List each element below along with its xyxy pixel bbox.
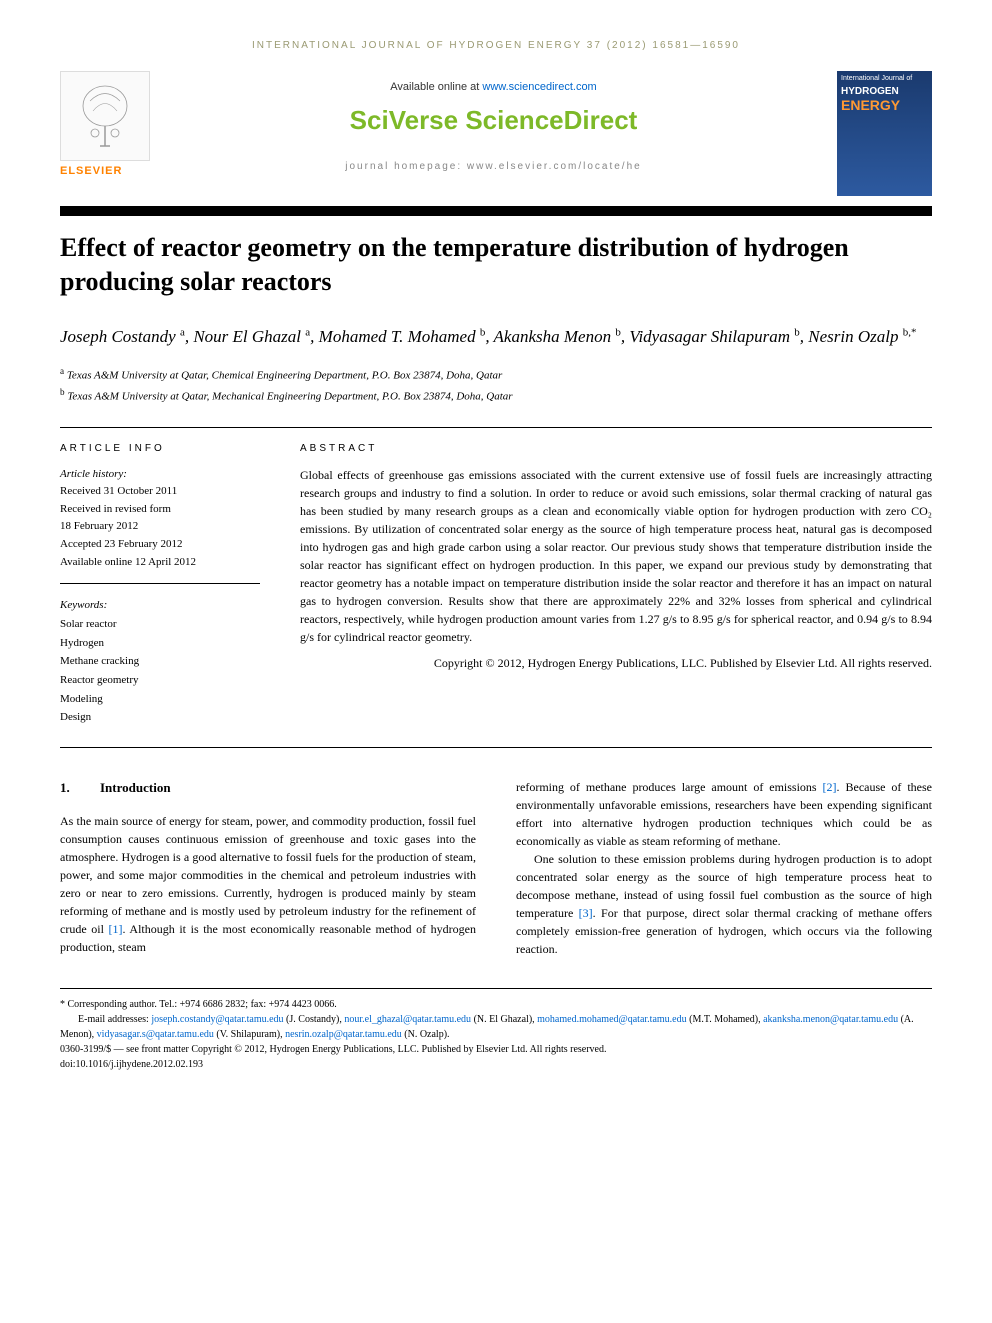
article-info-label: ARTICLE INFO (60, 443, 260, 454)
received-date: Received 31 October 2011 (60, 483, 260, 501)
email-link[interactable]: mohamed.mohamed@qatar.tamu.edu (537, 1014, 686, 1025)
revised-date: 18 February 2012 (60, 518, 260, 536)
available-label: Available online at (390, 81, 482, 93)
journal-cover-thumbnail: International Journal of HYDROGEN ENERGY (837, 71, 932, 196)
accepted-date: Accepted 23 February 2012 (60, 536, 260, 554)
publisher-name: ELSEVIER (60, 165, 150, 177)
corresponding-author: * Corresponding author. Tel.: +974 6686 … (60, 997, 932, 1012)
copyright-text: Copyright © 2012, Hydrogen Energy Public… (300, 654, 932, 672)
reference-link-2[interactable]: [2] (823, 780, 837, 794)
sciencedirect-link[interactable]: www.sciencedirect.com (482, 81, 596, 93)
publisher-logo-block: ELSEVIER (60, 71, 150, 177)
email-addresses: E-mail addresses: joseph.costandy@qatar.… (60, 1012, 932, 1042)
footer-notes: * Corresponding author. Tel.: +974 6686 … (60, 988, 932, 1072)
keyword: Methane cracking (60, 652, 260, 671)
journal-homepage: journal homepage: www.elsevier.com/locat… (170, 161, 817, 172)
history-heading: Article history: (60, 466, 260, 484)
keyword: Hydrogen (60, 634, 260, 653)
affiliation-b: b Texas A&M University at Qatar, Mechani… (60, 385, 932, 406)
email-link[interactable]: akanksha.menon@qatar.tamu.edu (763, 1014, 898, 1025)
divider (60, 747, 932, 748)
platform-name: SciVerse ScienceDirect (170, 105, 817, 136)
keyword: Modeling (60, 690, 260, 709)
center-header: Available online at www.sciencedirect.co… (170, 71, 817, 172)
journal-reference: INTERNATIONAL JOURNAL OF HYDROGEN ENERGY… (60, 40, 932, 51)
header-section: ELSEVIER Available online at www.science… (60, 71, 932, 196)
available-online-text: Available online at www.sciencedirect.co… (170, 81, 817, 93)
cover-title-2: ENERGY (841, 97, 928, 113)
authors-list: Joseph Costandy a, Nour El Ghazal a, Moh… (60, 324, 932, 350)
article-info-sidebar: ARTICLE INFO Article history: Received 3… (60, 443, 260, 727)
body-text: 1.Introduction As the main source of ene… (60, 778, 932, 958)
title-divider-bar (60, 206, 932, 216)
cover-subtitle: International Journal of (841, 75, 928, 82)
online-date: Available online 12 April 2012 (60, 554, 260, 572)
paragraph: reforming of methane produces large amou… (516, 778, 932, 850)
cover-title-1: HYDROGEN (841, 86, 928, 97)
section-number: 1. (60, 778, 100, 798)
article-history: Article history: Received 31 October 201… (60, 466, 260, 585)
keyword: Solar reactor (60, 615, 260, 634)
abstract-text: Global effects of greenhouse gas emissio… (300, 466, 932, 646)
paragraph: One solution to these emission problems … (516, 850, 932, 958)
keyword: Design (60, 708, 260, 727)
email-link[interactable]: nour.el_ghazal@qatar.tamu.edu (344, 1014, 471, 1025)
doi: doi:10.1016/j.ijhydene.2012.02.193 (60, 1057, 932, 1072)
article-title: Effect of reactor geometry on the temper… (60, 231, 932, 299)
keywords-heading: Keywords: (60, 596, 260, 615)
affiliations: a Texas A&M University at Qatar, Chemica… (60, 364, 932, 407)
section-title: Introduction (100, 780, 171, 795)
affiliation-a: a Texas A&M University at Qatar, Chemica… (60, 364, 932, 385)
paragraph: As the main source of energy for steam, … (60, 812, 476, 956)
issn-copyright: 0360-3199/$ — see front matter Copyright… (60, 1042, 932, 1057)
abstract-label: ABSTRACT (300, 443, 932, 454)
email-link[interactable]: vidyasagar.s@qatar.tamu.edu (97, 1029, 214, 1040)
divider (60, 427, 932, 428)
reference-link-3[interactable]: [3] (579, 906, 593, 920)
revised-label: Received in revised form (60, 501, 260, 519)
section-heading: 1.Introduction (60, 778, 476, 798)
elsevier-tree-icon (60, 71, 150, 161)
keywords-block: Keywords: Solar reactorHydrogenMethane c… (60, 596, 260, 727)
keyword: Reactor geometry (60, 671, 260, 690)
email-link[interactable]: joseph.costandy@qatar.tamu.edu (151, 1014, 283, 1025)
column-left: 1.Introduction As the main source of ene… (60, 778, 476, 958)
email-link[interactable]: nesrin.ozalp@qatar.tamu.edu (285, 1029, 402, 1040)
reference-link-1[interactable]: [1] (109, 922, 123, 936)
column-right: reforming of methane produces large amou… (516, 778, 932, 958)
abstract-section: ABSTRACT Global effects of greenhouse ga… (300, 443, 932, 727)
